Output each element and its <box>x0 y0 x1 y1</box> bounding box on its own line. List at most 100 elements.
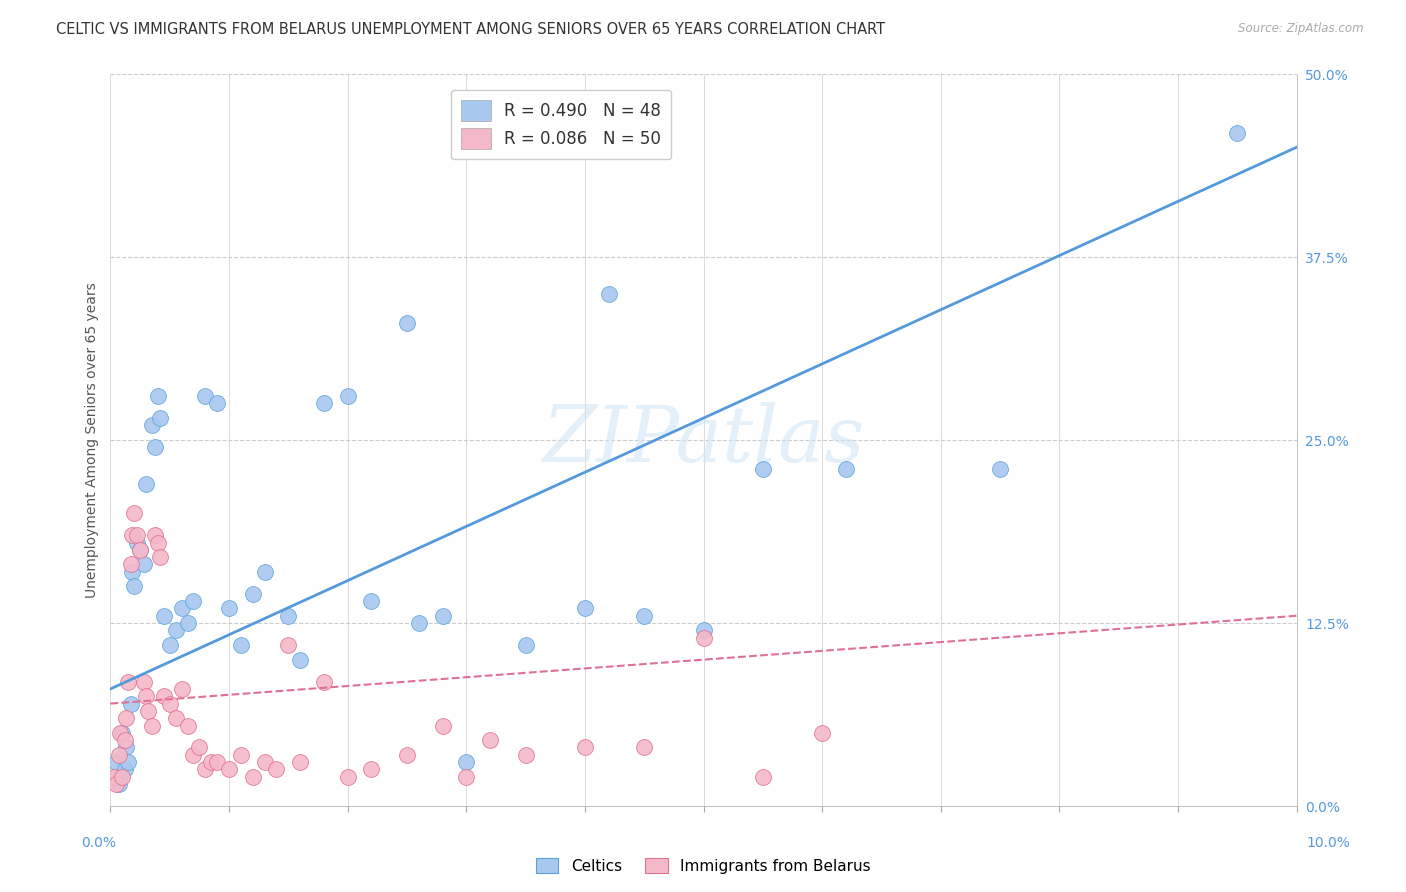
Point <box>183 747 205 762</box>
Point <box>165 711 187 725</box>
Point <box>152 690 174 704</box>
Point <box>692 631 714 645</box>
Point <box>176 615 198 630</box>
Point <box>108 726 131 740</box>
Point <box>633 608 655 623</box>
Point <box>188 740 211 755</box>
Point <box>229 747 252 762</box>
Point <box>312 396 335 410</box>
Point <box>103 770 125 784</box>
Point <box>752 462 775 476</box>
Y-axis label: Unemployment Among Seniors over 65 years: Unemployment Among Seniors over 65 years <box>86 282 100 598</box>
Point <box>515 747 537 762</box>
Point <box>117 755 139 769</box>
Point <box>114 711 136 725</box>
Point <box>479 733 502 747</box>
Point <box>138 704 160 718</box>
Point <box>165 624 187 638</box>
Point <box>360 594 382 608</box>
Point <box>336 770 359 784</box>
Point <box>456 755 478 769</box>
Point <box>135 477 157 491</box>
Point <box>205 396 228 410</box>
Point <box>170 681 193 696</box>
Point <box>114 740 136 755</box>
Point <box>145 441 167 455</box>
Point <box>574 740 596 755</box>
Point <box>1226 126 1249 140</box>
Point <box>132 674 155 689</box>
Point <box>120 558 142 572</box>
Point <box>114 763 136 777</box>
Point <box>290 653 312 667</box>
Legend: Celtics, Immigrants from Belarus: Celtics, Immigrants from Belarus <box>530 852 876 880</box>
Point <box>122 579 145 593</box>
Point <box>159 638 181 652</box>
Point <box>114 733 136 747</box>
Point <box>266 763 288 777</box>
Point <box>312 674 335 689</box>
Point <box>145 528 167 542</box>
Point <box>752 770 775 784</box>
Point <box>432 608 454 623</box>
Point <box>129 542 152 557</box>
Point <box>105 777 128 791</box>
Text: 10.0%: 10.0% <box>1306 836 1351 850</box>
Point <box>152 608 174 623</box>
Point <box>205 755 228 769</box>
Point <box>242 587 264 601</box>
Point <box>835 462 858 476</box>
Point <box>146 389 169 403</box>
Text: ZIPatlas: ZIPatlas <box>543 402 865 478</box>
Point <box>229 638 252 652</box>
Point <box>117 674 139 689</box>
Point <box>132 558 155 572</box>
Point <box>432 718 454 732</box>
Point <box>194 763 217 777</box>
Point <box>125 535 148 549</box>
Point <box>336 389 359 403</box>
Point <box>360 763 382 777</box>
Point <box>183 594 205 608</box>
Point <box>146 535 169 549</box>
Point <box>107 747 129 762</box>
Point <box>111 770 134 784</box>
Point <box>107 777 129 791</box>
Point <box>105 755 128 769</box>
Text: CELTIC VS IMMIGRANTS FROM BELARUS UNEMPLOYMENT AMONG SENIORS OVER 65 YEARS CORRE: CELTIC VS IMMIGRANTS FROM BELARUS UNEMPL… <box>56 22 886 37</box>
Point <box>149 411 172 425</box>
Point <box>159 697 181 711</box>
Point <box>515 638 537 652</box>
Point <box>253 755 276 769</box>
Legend: R = 0.490   N = 48, R = 0.086   N = 50: R = 0.490 N = 48, R = 0.086 N = 50 <box>451 90 671 159</box>
Point <box>408 615 430 630</box>
Point <box>121 528 143 542</box>
Point <box>129 542 152 557</box>
Point <box>170 601 193 615</box>
Point <box>111 726 134 740</box>
Point <box>194 389 217 403</box>
Point <box>149 550 172 565</box>
Point <box>125 528 148 542</box>
Point <box>176 718 198 732</box>
Point <box>120 697 142 711</box>
Point <box>988 462 1011 476</box>
Point <box>277 608 299 623</box>
Point <box>108 770 131 784</box>
Point <box>218 763 240 777</box>
Point <box>277 638 299 652</box>
Point <box>598 286 620 301</box>
Point <box>395 747 418 762</box>
Point <box>200 755 222 769</box>
Point <box>811 726 834 740</box>
Point <box>395 316 418 330</box>
Point <box>141 718 163 732</box>
Point <box>692 624 714 638</box>
Point <box>135 690 157 704</box>
Point <box>253 565 276 579</box>
Point <box>574 601 596 615</box>
Point <box>290 755 312 769</box>
Point <box>242 770 264 784</box>
Point <box>456 770 478 784</box>
Point <box>122 506 145 520</box>
